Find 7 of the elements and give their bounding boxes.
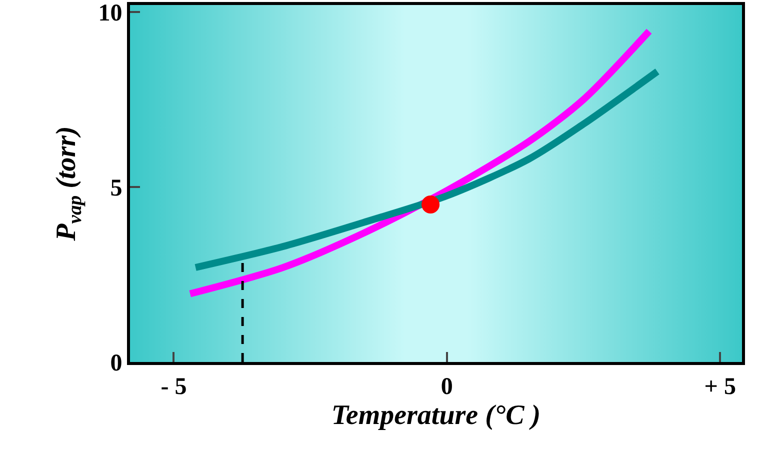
y-tick-label: 5 — [110, 175, 122, 202]
y-tick-label: 0 — [110, 350, 122, 376]
x-axis-title: Temperature (°C ) — [331, 400, 541, 431]
y-tick-label: 10 — [98, 0, 122, 26]
x-tick-label: + 5 — [704, 374, 736, 400]
x-tick-label: - 5 — [160, 374, 187, 400]
x-tick-label: 0 — [440, 374, 453, 400]
